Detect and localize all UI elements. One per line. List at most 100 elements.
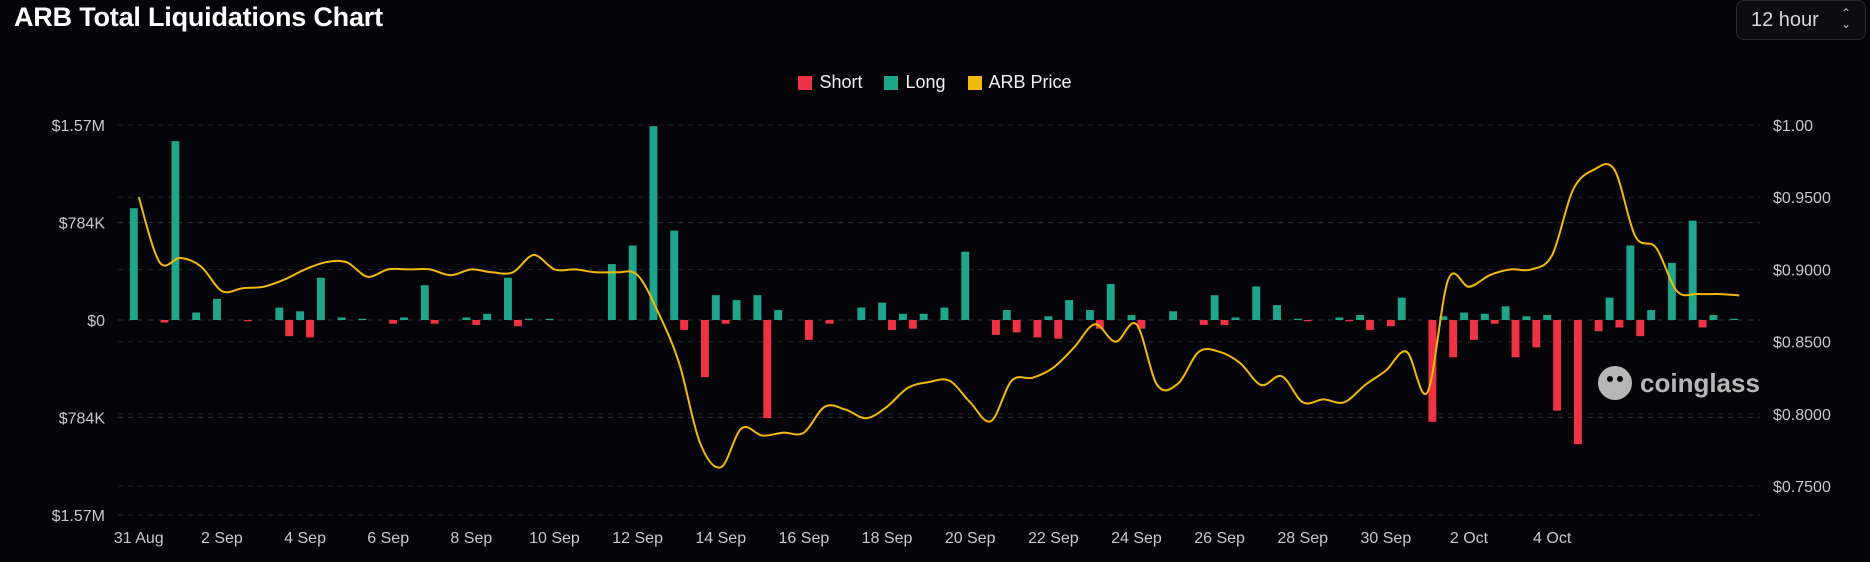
short-bar	[700, 320, 709, 378]
long-bar	[1106, 283, 1115, 320]
y-right-tick-label: $0.8000	[1773, 407, 1831, 424]
short-bar	[991, 320, 1000, 335]
interval-select[interactable]: 12 hour ⌃ ⌄	[1736, 0, 1866, 40]
legend-item-long[interactable]: Long	[884, 72, 946, 93]
long-bar	[878, 302, 887, 320]
short-bar	[1511, 320, 1520, 358]
legend-item-price[interactable]: ARB Price	[967, 72, 1072, 93]
long-bar	[1730, 318, 1739, 320]
long-bar	[358, 318, 367, 320]
coinglass-watermark: coinglass	[1598, 366, 1760, 400]
short-bar	[908, 320, 917, 329]
legend-swatch-price	[967, 75, 982, 90]
legend-item-short[interactable]: Short	[798, 72, 862, 93]
long-bar	[961, 251, 970, 320]
long-bar	[1127, 315, 1136, 320]
short-bar	[513, 320, 522, 327]
long-bar	[1065, 300, 1074, 320]
watermark-text: coinglass	[1640, 367, 1760, 398]
legend-swatch-long	[884, 75, 899, 90]
long-bar	[1002, 310, 1011, 320]
short-bar	[1636, 320, 1645, 337]
long-bar	[732, 300, 741, 320]
x-tick-label: 8 Sep	[450, 530, 492, 547]
long-bar	[1252, 286, 1261, 320]
long-bar	[1460, 312, 1469, 320]
short-bar	[306, 320, 314, 338]
long-bar	[420, 285, 429, 320]
long-bar	[898, 313, 907, 320]
short-bar	[1470, 320, 1478, 340]
short-bar	[1095, 320, 1104, 329]
x-tick-label: 12 Sep	[612, 530, 663, 547]
short-bar	[763, 320, 772, 419]
short-bar	[1303, 320, 1312, 322]
y-left-tick-label: $784K	[59, 216, 106, 233]
short-bar	[680, 320, 689, 330]
legend-label-long: Long	[905, 72, 946, 92]
long-bar	[1293, 318, 1302, 320]
long-bar	[1605, 297, 1614, 320]
short-bar	[1594, 320, 1603, 332]
long-bar	[483, 313, 492, 320]
short-bar	[1366, 320, 1374, 330]
long-bar	[857, 307, 866, 320]
long-bar	[670, 230, 679, 320]
long-bar	[649, 126, 658, 320]
long-bar	[1626, 245, 1635, 320]
y-right-tick-label: $0.7500	[1773, 479, 1831, 496]
short-bar	[389, 320, 398, 324]
x-tick-label: 4 Sep	[284, 530, 326, 547]
long-bar	[316, 277, 325, 320]
x-tick-label: 22 Sep	[1028, 530, 1079, 547]
long-bar	[296, 311, 305, 320]
long-bar	[545, 318, 554, 320]
long-bar	[129, 208, 138, 320]
short-bar	[430, 320, 439, 324]
long-bar	[1397, 297, 1406, 320]
long-bar	[940, 307, 949, 320]
short-bar	[285, 320, 294, 337]
x-tick-label: 26 Sep	[1194, 530, 1245, 547]
short-bar	[1490, 320, 1499, 324]
x-tick-label: 16 Sep	[779, 530, 830, 547]
coinglass-logo-icon	[1598, 366, 1632, 400]
long-bar	[1085, 310, 1094, 320]
long-bar	[462, 317, 471, 320]
long-bar	[1044, 316, 1053, 320]
long-bar	[1273, 305, 1281, 320]
y-left-tick-label: $1.57M	[52, 118, 105, 135]
long-bar	[1522, 316, 1531, 320]
long-bar	[171, 141, 180, 320]
long-bar	[192, 312, 201, 320]
y-left-tick-label: $784K	[59, 410, 106, 427]
legend-label-short: Short	[819, 72, 863, 92]
long-bar	[1231, 317, 1240, 320]
y-left-tick-label: $1.57M	[52, 508, 105, 525]
legend-swatch-short	[798, 75, 813, 90]
y-right-tick-label: $0.9000	[1773, 262, 1831, 279]
x-tick-label: 10 Sep	[529, 530, 580, 547]
short-bar	[243, 320, 252, 322]
short-bar	[1532, 320, 1541, 348]
long-bar	[504, 277, 512, 320]
chevron-up-down-icon: ⌃ ⌄	[1840, 6, 1851, 31]
short-bar	[1033, 320, 1042, 338]
long-bar	[1439, 316, 1448, 320]
short-bar	[1137, 320, 1146, 329]
y-right-tick-label: $1.00	[1773, 118, 1813, 135]
x-tick-label: 4 Oct	[1533, 530, 1572, 547]
long-bar	[1543, 315, 1552, 320]
x-tick-label: 20 Sep	[945, 530, 996, 547]
x-tick-label: 28 Sep	[1277, 530, 1328, 547]
x-tick-label: 2 Sep	[201, 530, 243, 547]
x-tick-label: 30 Sep	[1361, 530, 1412, 547]
y-right-tick-label: $0.8500	[1773, 335, 1831, 352]
short-bar	[1573, 320, 1582, 445]
chart-title: ARB Total Liquidations Chart	[14, 2, 383, 32]
long-bar	[1688, 220, 1697, 320]
chart-legend: Short Long ARB Price	[0, 72, 1870, 93]
long-bar	[400, 317, 408, 320]
long-bar	[753, 295, 762, 320]
